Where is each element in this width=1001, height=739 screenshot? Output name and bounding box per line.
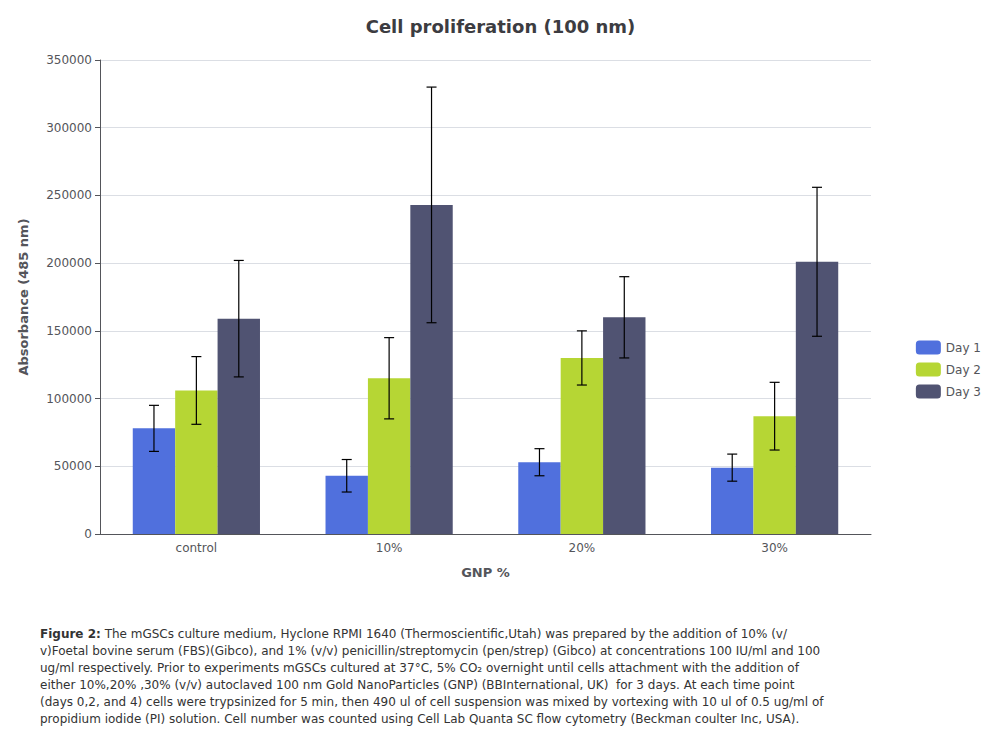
svg-text:v)Foetal bovine serum (FBS)(Gi: v)Foetal bovine serum (FBS)(Gibco), and … <box>40 644 820 658</box>
svg-text:(days 0,2, and 4) cells were t: (days 0,2, and 4) cells were trypsinized… <box>40 695 824 709</box>
svg-text:Day 1: Day 1 <box>946 341 981 355</box>
svg-text:control: control <box>176 541 218 555</box>
svg-text:10%: 10% <box>376 541 403 555</box>
svg-text:Figure 2:: Figure 2: <box>40 627 101 641</box>
svg-text:30%: 30% <box>761 541 788 555</box>
svg-text:GNP %: GNP % <box>461 565 510 580</box>
svg-text:250000: 250000 <box>46 188 92 202</box>
svg-text:300000: 300000 <box>46 121 92 135</box>
svg-text:Day 2: Day 2 <box>946 363 981 377</box>
svg-text:200000: 200000 <box>46 256 92 270</box>
svg-text:50000: 50000 <box>54 459 92 473</box>
svg-text:The mGSCs culture medium, Hycl: The mGSCs culture medium, Hyclone RPMI 1… <box>101 627 788 641</box>
svg-text:350000: 350000 <box>46 53 92 67</box>
svg-text:100000: 100000 <box>46 392 92 406</box>
svg-text:Day 3: Day 3 <box>946 385 981 399</box>
svg-text:20%: 20% <box>569 541 596 555</box>
svg-text:150000: 150000 <box>46 324 92 338</box>
svg-text:Cell proliferation (100 nm): Cell proliferation (100 nm) <box>366 16 636 37</box>
svg-text:either 10%,20% ,30% (v/v) auto: either 10%,20% ,30% (v/v) autoclaved 100… <box>40 678 795 692</box>
svg-text:ug/ml respectively. Prior to e: ug/ml respectively. Prior to experiments… <box>40 661 800 675</box>
svg-text:propidium iodide (PI) solution: propidium iodide (PI) solution. Cell num… <box>40 712 799 726</box>
svg-text:0: 0 <box>84 527 92 541</box>
svg-text:Absorbance (485 nm): Absorbance (485 nm) <box>16 218 31 375</box>
